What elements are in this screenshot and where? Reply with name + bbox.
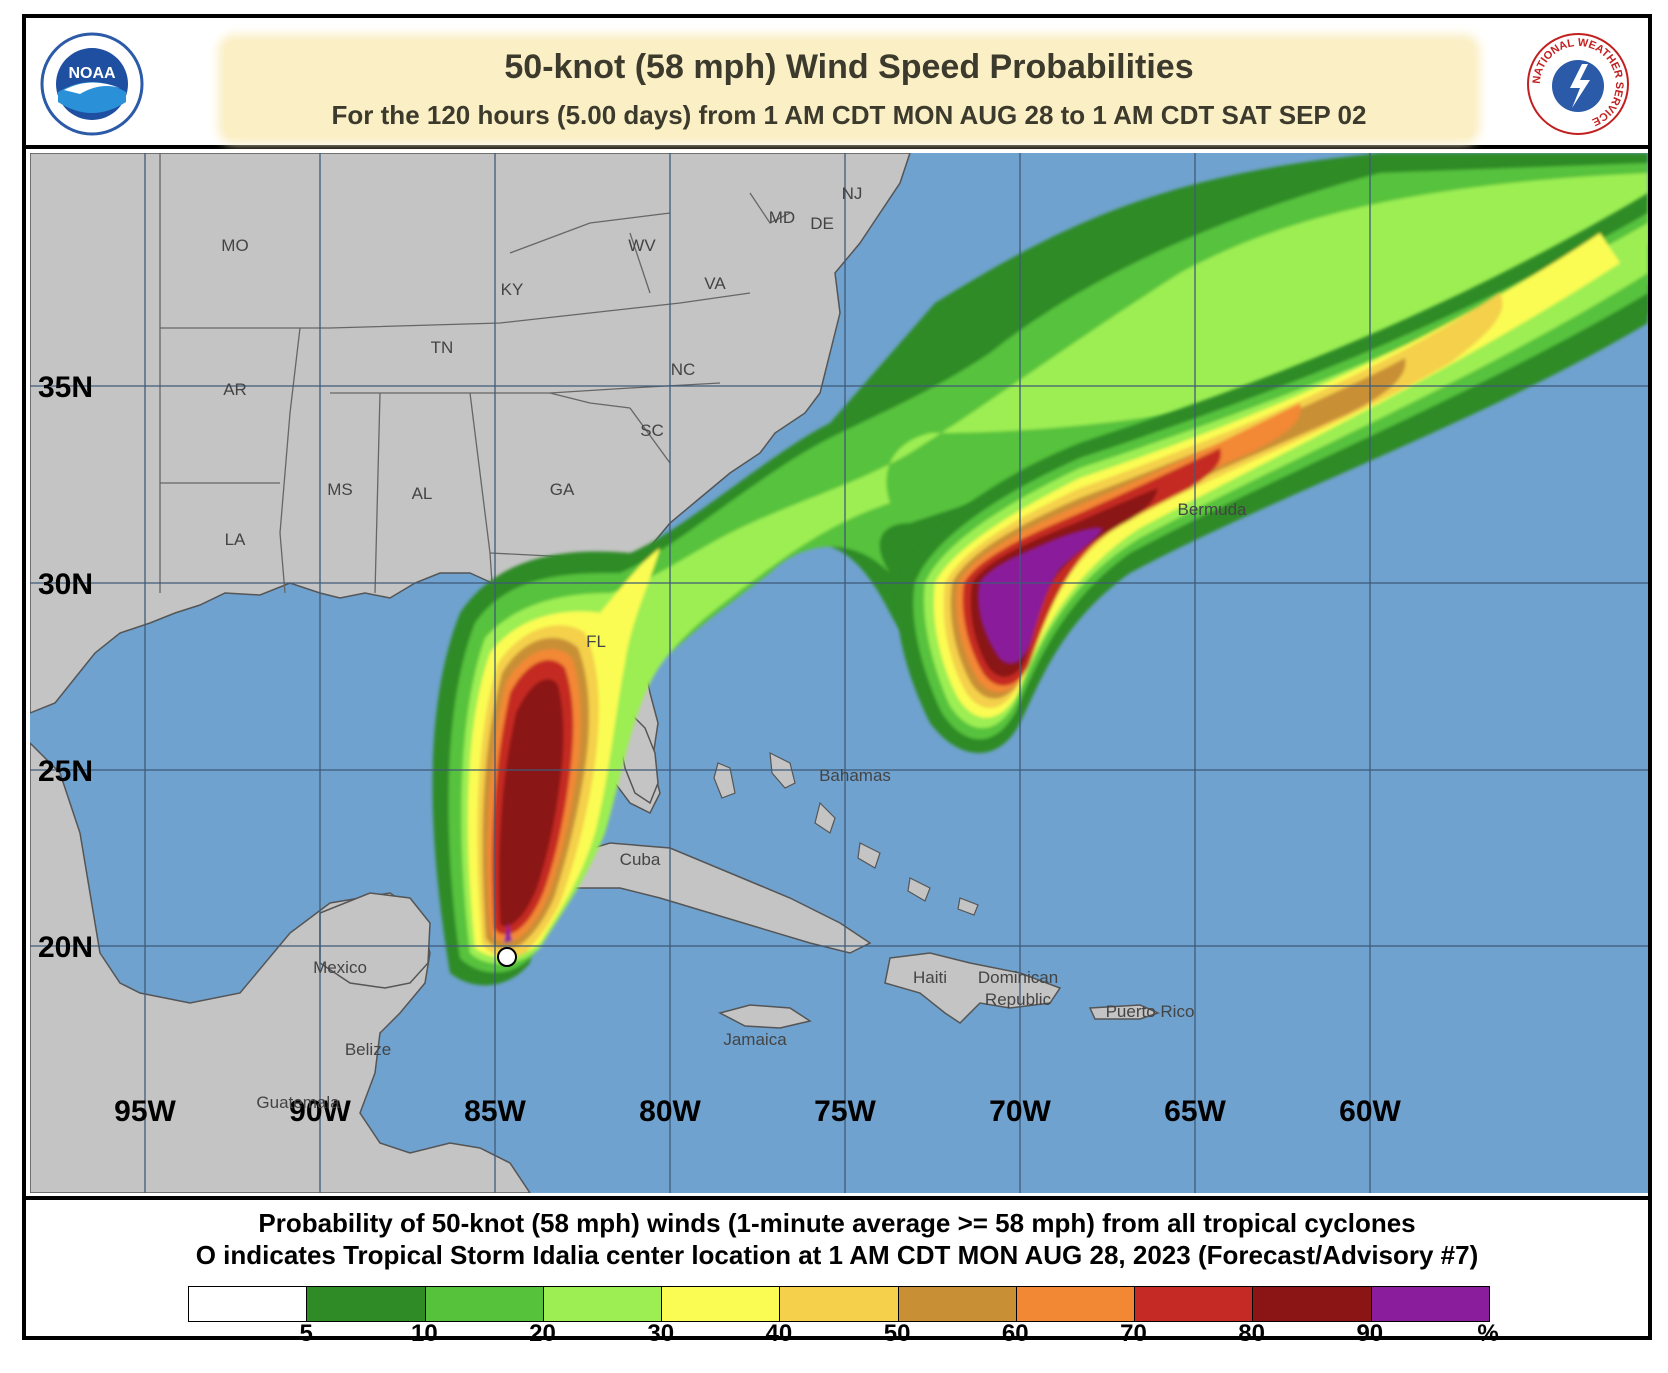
lon-label: 75W <box>814 1095 876 1128</box>
land-mexico <box>30 741 531 1193</box>
legend-tick-label: 80 <box>1238 1320 1265 1347</box>
legend-swatch <box>662 1287 781 1321</box>
state-label: AR <box>223 380 247 399</box>
legend-tick-label: 60 <box>1001 1320 1029 1347</box>
figure-frame: NOAA 50-knot (58 mph) Wind Speed Probabi… <box>22 14 1652 1347</box>
legend-swatch <box>898 1287 1017 1321</box>
state-label: NC <box>671 360 696 379</box>
chart-title: 50-knot (58 mph) Wind Speed Probabilitie… <box>504 48 1194 86</box>
legend-tick-label: 30 <box>647 1320 675 1347</box>
swath-east <box>897 193 1648 753</box>
place-label: Guatemala <box>256 1093 340 1112</box>
legend-tick-label: 20 <box>529 1320 556 1347</box>
title-box: 50-knot (58 mph) Wind Speed Probabilitie… <box>224 40 1474 138</box>
lat-label: 20N <box>38 931 93 964</box>
state-boundaries <box>159 153 791 594</box>
svg-text:NOAA: NOAA <box>68 65 116 82</box>
state-label: MD <box>769 208 795 227</box>
legend-swatch <box>1253 1287 1372 1321</box>
place-label: Puerto Rico <box>1106 1002 1195 1021</box>
lon-label: 70W <box>989 1095 1051 1128</box>
state-label: VA <box>704 274 726 293</box>
state-label: MS <box>327 480 353 499</box>
legend-tick-label: 70 <box>1120 1320 1147 1347</box>
legend-tick-label: % <box>1477 1320 1499 1347</box>
chart-subtitle: For the 120 hours (5.00 days) from 1 AM … <box>331 100 1367 130</box>
state-label: TN <box>431 338 454 357</box>
place-label: Cuba <box>620 850 661 869</box>
place-label: Republic <box>985 990 1052 1009</box>
legend-swatch <box>1135 1287 1254 1321</box>
lon-label: 85W <box>464 1095 526 1128</box>
state-label: NJ <box>842 184 863 203</box>
legend-swatch <box>780 1287 899 1321</box>
state-label: MO <box>221 236 248 255</box>
state-labels: MO KY WV VA MD DE NJ TN NC AR SC MS AL G… <box>221 184 862 651</box>
land-jamaica <box>717 1004 812 1029</box>
place-label: Dominican <box>978 968 1058 987</box>
color-legend <box>188 1286 1490 1322</box>
state-label: WV <box>628 236 656 255</box>
place-label: Haiti <box>913 968 947 987</box>
state-label: LA <box>225 530 246 549</box>
lat-label: 35N <box>38 371 93 404</box>
nws-logo: NATIONAL WEATHER SERVICE <box>1527 33 1629 135</box>
header: NOAA 50-knot (58 mph) Wind Speed Probabi… <box>26 18 1648 149</box>
land-puerto-rico <box>1088 1004 1161 1020</box>
legend-tick-label: 5 <box>299 1320 313 1347</box>
caption-line-1: Probability of 50-knot (58 mph) winds (1… <box>258 1208 1416 1238</box>
probability-map: 35N 30N 25N 20N 95W 90W 85W 80W 75W 70W … <box>30 153 1648 1193</box>
land-cuba <box>518 842 872 954</box>
lat-lon-grid <box>30 153 1648 1193</box>
legend-swatch <box>1016 1287 1136 1321</box>
legend-tick-label: 10 <box>411 1320 438 1347</box>
noaa-logo: NOAA <box>40 32 144 136</box>
place-label: Belize <box>345 1040 391 1059</box>
legend-tick-label: 50 <box>883 1320 911 1347</box>
state-label: GA <box>550 480 575 499</box>
place-label: Jamaica <box>723 1030 787 1049</box>
lon-label: 60W <box>1339 1095 1401 1128</box>
state-label: AL <box>412 484 433 503</box>
lon-label: 90W <box>289 1095 351 1128</box>
land-hispaniola <box>884 952 1062 1024</box>
footer: Probability of 50-knot (58 mph) winds (1… <box>26 1196 1648 1347</box>
state-label: KY <box>501 280 524 299</box>
lon-label: 65W <box>1164 1095 1226 1128</box>
legend-tick-label: 90 <box>1356 1320 1384 1347</box>
place-label: Mexico <box>313 958 367 977</box>
caption-line-2: O indicates Tropical Storm Idalia center… <box>195 1240 1479 1270</box>
state-label: FL <box>586 632 606 651</box>
legend-swatch <box>543 1287 663 1321</box>
legend-swatch <box>307 1287 426 1321</box>
state-label: SC <box>640 421 664 440</box>
land-yucatan <box>319 892 431 989</box>
place-label: Bermuda <box>1178 500 1248 519</box>
lat-label: 30N <box>38 568 93 601</box>
lat-label: 25N <box>38 755 93 788</box>
legend-swatch <box>1371 1287 1489 1321</box>
place-labels: Bermuda Bahamas Cuba Mexico Haiti Domini… <box>256 500 1247 1112</box>
legend-swatch <box>189 1287 308 1321</box>
legend-swatch <box>425 1287 544 1321</box>
state-label: DE <box>810 214 834 233</box>
longitude-labels: 95W 90W 85W 80W 75W 70W 65W 60W <box>114 1095 1401 1128</box>
open-circle-icon <box>497 947 517 967</box>
latitude-labels: 35N 30N 25N 20N <box>38 371 93 964</box>
legend-tick-label: 40 <box>765 1320 793 1347</box>
lon-label: 95W <box>114 1095 176 1128</box>
place-label: Bahamas <box>819 766 891 785</box>
lon-label: 80W <box>639 1095 701 1128</box>
